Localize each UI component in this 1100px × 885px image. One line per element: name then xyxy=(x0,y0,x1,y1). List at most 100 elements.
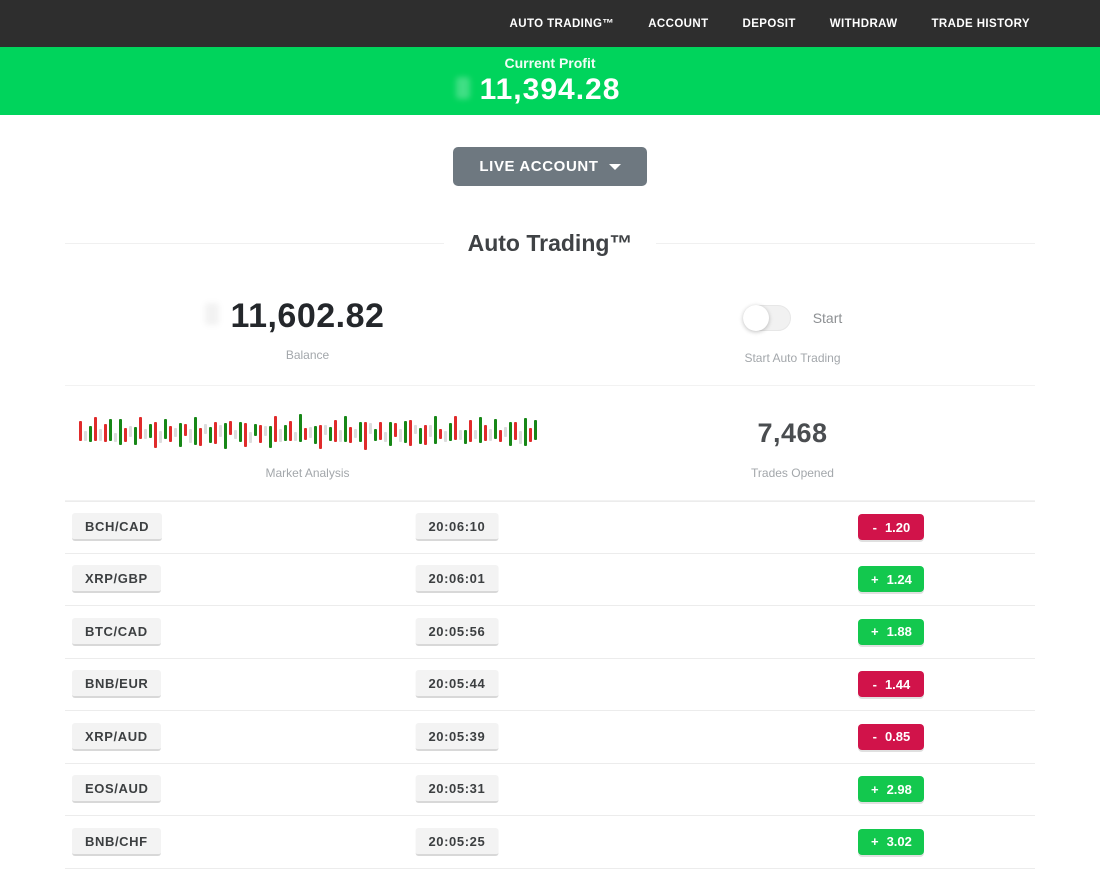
candle-bar xyxy=(388,422,392,446)
candle-bar xyxy=(203,424,207,434)
candle-bar xyxy=(328,427,332,441)
candle-bar xyxy=(483,425,487,441)
candle-bar xyxy=(178,423,182,447)
trades-opened-value: 7,468 xyxy=(757,417,828,448)
candle-bar xyxy=(523,418,527,446)
currency-ghost xyxy=(204,303,219,325)
candle-bar xyxy=(338,430,342,442)
chevron-down-icon xyxy=(608,163,621,170)
candle-bar xyxy=(193,417,197,445)
candle-bar xyxy=(88,426,92,442)
candle-bar xyxy=(183,424,187,436)
result-amount: 2.98 xyxy=(886,781,912,797)
start-auto-trading-toggle[interactable] xyxy=(742,305,791,331)
candle-bar xyxy=(188,429,192,443)
candle-bar xyxy=(208,427,212,443)
time-badge: 20:05:25 xyxy=(415,827,499,856)
pair-badge: XRP/AUD xyxy=(72,722,161,751)
nav-item-auto-trading[interactable]: AUTO TRADING™ xyxy=(509,17,615,30)
candle-bar xyxy=(453,416,457,440)
candle-bar xyxy=(318,425,322,449)
candle-bar xyxy=(513,422,517,440)
time-badge: 20:06:01 xyxy=(415,565,499,594)
candle-bar xyxy=(378,422,382,440)
live-account-button[interactable]: LIVE ACCOUNT xyxy=(453,147,647,186)
auto-trading-cell: Start Start Auto Trading xyxy=(550,271,1035,386)
candle-bar xyxy=(433,416,437,444)
candle-bar xyxy=(333,420,337,442)
time-badge: 20:05:44 xyxy=(415,670,499,699)
candle-bar xyxy=(283,425,287,441)
candle-bar xyxy=(223,423,227,449)
candle-bar xyxy=(323,425,327,435)
candle-bar xyxy=(368,422,372,434)
candle-bar xyxy=(138,417,142,439)
candle-bar xyxy=(443,430,447,442)
nav-item-withdraw[interactable]: WITHDRAW xyxy=(829,17,898,30)
candle-bar xyxy=(143,429,147,439)
result-amount: 0.85 xyxy=(884,729,911,745)
trades-list: BCH/CAD 20:06:10 -1.20 XRP/GBP 20:06:01 … xyxy=(65,501,1035,869)
candle-bar xyxy=(238,422,242,442)
table-row: BCH/CAD 20:06:10 -1.20 xyxy=(65,501,1035,554)
candle-bar xyxy=(153,422,157,448)
candle-bar xyxy=(383,432,387,442)
candle-bar xyxy=(528,428,532,442)
result-sign: + xyxy=(870,624,879,640)
candle-bar xyxy=(108,419,112,441)
result-badge: -0.85 xyxy=(858,723,925,750)
table-row: XRP/AUD 20:05:39 -0.85 xyxy=(65,711,1035,764)
candle-bar xyxy=(163,419,167,439)
candle-bar xyxy=(98,429,102,441)
candle-bar xyxy=(258,425,262,443)
nav-item-account[interactable]: ACCOUNT xyxy=(648,17,709,30)
result-amount: 1.20 xyxy=(884,519,911,535)
result-sign: - xyxy=(872,519,877,535)
candle-bar xyxy=(218,425,222,437)
candle-bar xyxy=(213,422,217,444)
candle-bar xyxy=(358,422,362,442)
candle-bar xyxy=(393,423,397,437)
candle-bar xyxy=(263,426,267,436)
pair-badge: EOS/AUD xyxy=(72,775,162,804)
candle-bar xyxy=(468,420,472,442)
candle-bar xyxy=(123,428,127,442)
time-badge: 20:05:39 xyxy=(415,722,499,751)
candle-bar xyxy=(413,424,417,434)
pair-badge: BTC/CAD xyxy=(72,617,161,646)
result-sign: - xyxy=(872,676,877,692)
result-badge: +3.02 xyxy=(858,828,925,855)
bottom-spacer xyxy=(65,869,1035,885)
market-analysis-label: Market Analysis xyxy=(265,466,350,480)
candle-bar xyxy=(488,429,492,441)
time-badge: 20:06:10 xyxy=(415,513,499,542)
pair-badge: XRP/GBP xyxy=(72,565,161,594)
candle-bar xyxy=(133,427,137,445)
candle-bar xyxy=(448,423,452,441)
candle-bar xyxy=(158,431,162,443)
pair-badge: BNB/CHF xyxy=(72,827,161,856)
account-selector-wrap: LIVE ACCOUNT xyxy=(0,147,1100,186)
result-sign: + xyxy=(870,834,879,850)
current-profit-label: Current Profit xyxy=(504,55,596,71)
candle-bar xyxy=(243,423,247,447)
candle-bar xyxy=(403,421,407,443)
nav-item-deposit[interactable]: DEPOSIT xyxy=(742,17,796,30)
result-amount: 1.24 xyxy=(886,571,912,587)
candle-bar xyxy=(478,417,482,443)
candle-bar xyxy=(508,422,512,446)
result-sign: + xyxy=(870,571,879,587)
page-title: Auto Trading™ xyxy=(467,230,633,256)
candle-bar xyxy=(458,430,462,440)
candle-bar xyxy=(438,429,442,439)
candle-bar xyxy=(83,431,87,441)
result-badge: -1.20 xyxy=(858,514,925,541)
candle-bar xyxy=(298,414,302,442)
result-sign: + xyxy=(870,781,879,797)
candle-bar xyxy=(113,432,117,442)
balance-cell: 11,602.82 Balance xyxy=(65,271,550,386)
candle-bar xyxy=(148,424,152,438)
candle-bar xyxy=(173,427,177,437)
nav-item-trade-history[interactable]: TRADE HISTORY xyxy=(931,17,1030,30)
candle-bar xyxy=(503,427,507,437)
